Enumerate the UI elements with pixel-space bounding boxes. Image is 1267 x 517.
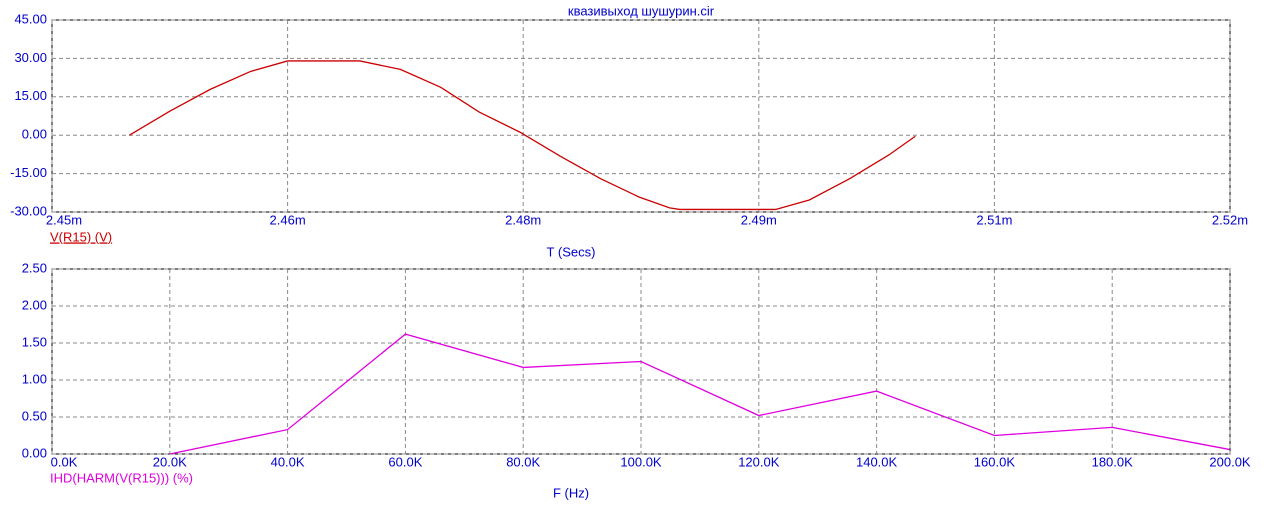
y-tick-label: 30.00: [14, 50, 47, 65]
y-tick-label: 1.00: [22, 371, 47, 386]
x-tick-label: 60.0K: [388, 454, 422, 469]
x-tick-label: 160.0K: [974, 454, 1016, 469]
x-axis-label: T (Secs): [547, 244, 596, 259]
y-tick-label: 0.00: [22, 445, 47, 460]
legend-entry: IHD(HARM(V(R15))) (%): [50, 470, 193, 485]
x-tick-label: 200.0K: [1209, 454, 1251, 469]
x-tick-label: 140.0K: [856, 454, 898, 469]
y-tick-label: 2.50: [22, 260, 47, 275]
chart-title: квазивыход шушурин.cir: [568, 3, 715, 18]
x-tick-label: 180.0K: [1092, 454, 1134, 469]
y-tick-label: 2.00: [22, 297, 47, 312]
x-tick-label: 2.45m: [46, 212, 82, 227]
y-tick-label: 45.00: [14, 11, 47, 26]
x-tick-label: 20.0K: [153, 454, 187, 469]
data-line: [169, 333, 1231, 455]
x-tick-label: 80.0K: [506, 454, 540, 469]
y-tick-label: 1.50: [22, 334, 47, 349]
y-tick-label: -15.00: [10, 165, 47, 180]
x-tick-label: 0.0K: [51, 454, 78, 469]
legend-entry: V(R15) (V): [50, 229, 112, 244]
y-tick-label: -30.00: [10, 203, 47, 218]
x-tick-label: 100.0K: [620, 454, 662, 469]
plot-area: [51, 19, 1231, 213]
y-tick-label: 15.00: [14, 88, 47, 103]
x-tick-label: 120.0K: [738, 454, 780, 469]
y-tick-label: 0.50: [22, 408, 47, 423]
y-tick-label: 0.00: [22, 127, 47, 142]
x-tick-label: 2.52m: [1212, 212, 1248, 227]
data-line: [129, 60, 916, 211]
x-tick-label: 2.51m: [976, 212, 1012, 227]
x-tick-label: 2.48m: [505, 212, 541, 227]
x-tick-label: 2.46m: [270, 212, 306, 227]
x-tick-label: 2.49m: [741, 212, 777, 227]
x-axis-label: F (Hz): [553, 485, 589, 500]
x-tick-label: 40.0K: [271, 454, 305, 469]
